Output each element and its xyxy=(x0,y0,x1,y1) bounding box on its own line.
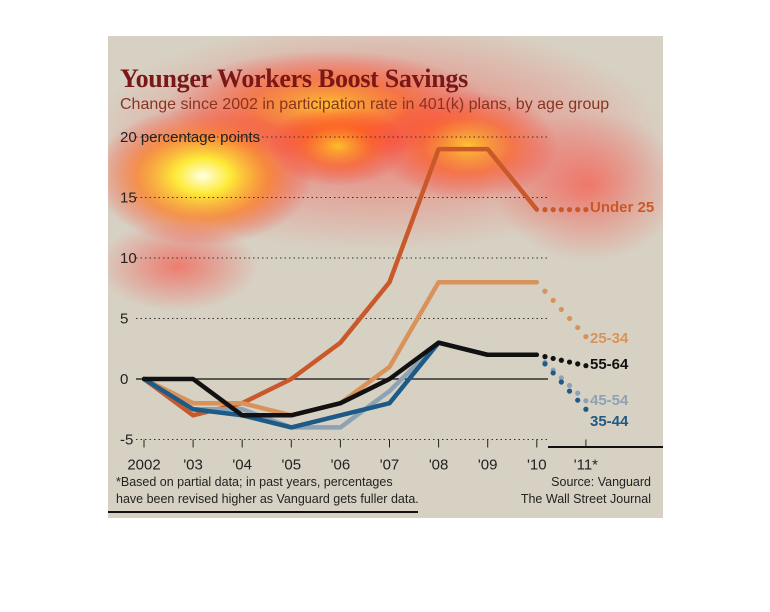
x-tick-label: '06 xyxy=(331,457,351,474)
chart-subtitle: Change since 2002 in participation rate … xyxy=(120,96,610,113)
x-tick-label: '08 xyxy=(429,457,449,474)
projection-dot xyxy=(566,388,573,394)
projection-dot xyxy=(566,207,573,213)
x-tick-label: '05 xyxy=(282,457,302,474)
projection-dot xyxy=(542,354,548,360)
x-tick-label: '07 xyxy=(380,457,400,474)
y-tick-label: -5 xyxy=(120,432,133,449)
series-line-55-64 xyxy=(141,340,540,418)
series-line-25-34 xyxy=(141,279,540,418)
y-tick-label: 10 xyxy=(120,250,137,267)
projection-dot xyxy=(566,315,573,322)
footnote-line-1: *Based on partial data; in past years, p… xyxy=(116,475,393,489)
projection-dot xyxy=(542,361,548,367)
projection-dot xyxy=(583,406,589,412)
source-credit: Source: Vanguard The Wall Street Journal xyxy=(521,474,651,508)
projection-dot xyxy=(575,361,581,367)
x-tick-label: '10 xyxy=(527,457,547,474)
series-label-35-44: 35-44 xyxy=(590,413,629,430)
y-tick-label: 0 xyxy=(120,371,128,388)
axis-rule-right xyxy=(548,446,663,448)
y-tick-label: 15 xyxy=(120,190,137,207)
chart-panel: -5 0 5 10 15 20 percentage points 2002 '03 '04 '0… xyxy=(108,36,663,518)
projection-dot xyxy=(566,359,573,365)
projection-dot xyxy=(583,207,589,213)
series-label-25-34: 25-34 xyxy=(590,330,629,347)
projection-dot xyxy=(575,397,581,403)
footnote: *Based on partial data; in past years, p… xyxy=(116,474,419,508)
projection-dot xyxy=(542,288,548,294)
projection-dot xyxy=(575,324,581,331)
projection-dot xyxy=(550,297,556,303)
projection-dot xyxy=(583,334,589,340)
footnote-line-2: have been revised higher as Vanguard get… xyxy=(116,492,419,506)
projection-dot xyxy=(566,382,573,389)
y-tick-label: 20 percentage points xyxy=(120,129,260,146)
projection-dot xyxy=(550,355,556,362)
projection-dot xyxy=(558,306,564,313)
projection-dot xyxy=(583,398,589,404)
source-line-2: The Wall Street Journal xyxy=(520,492,651,506)
projection-dot xyxy=(558,207,564,213)
x-tick-label: '11* xyxy=(574,457,598,474)
projection-dot xyxy=(575,207,581,213)
projection-dot xyxy=(583,363,589,369)
series-label-under-25: Under 25 xyxy=(590,199,654,216)
projection-dot xyxy=(550,207,556,213)
x-tick-label: '03 xyxy=(183,457,203,474)
projection-dot xyxy=(558,357,564,363)
y-tick-label: 5 xyxy=(120,311,128,328)
x-tick-label: '04 xyxy=(232,457,252,474)
projection-dot xyxy=(558,375,564,381)
x-tick-label: 2002 xyxy=(127,457,160,474)
projection-dot xyxy=(542,207,548,213)
series-label-45-54: 45-54 xyxy=(590,392,629,409)
chart-title: Younger Workers Boost Savings xyxy=(120,64,468,93)
bottom-rule xyxy=(108,511,418,513)
projection-dot xyxy=(558,379,564,385)
line-chart: -5 0 5 10 15 20 percentage points 2002 '03 '04 '0… xyxy=(120,129,654,474)
series-label-55-64: 55-64 xyxy=(590,356,629,373)
x-tick-label: '09 xyxy=(478,457,498,474)
projection-dot xyxy=(550,370,556,376)
projection-dot xyxy=(575,390,581,396)
source-line-1: Source: Vanguard xyxy=(551,475,651,489)
